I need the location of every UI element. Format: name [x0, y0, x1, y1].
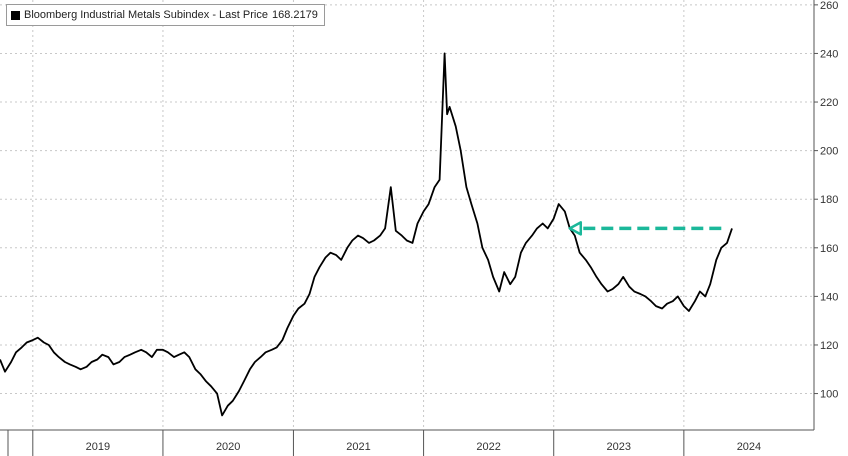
y-tick-label: 160: [820, 243, 838, 255]
legend-value: 168.2179: [271, 9, 318, 21]
y-tick-label: 200: [820, 146, 838, 158]
y-tick-label: 100: [820, 389, 838, 401]
annotation-arrowhead: [568, 221, 583, 236]
legend: Bloomberg Industrial Metals Subindex - L…: [6, 4, 325, 26]
legend-label: Bloomberg Industrial Metals Subindex - L…: [24, 9, 268, 21]
x-tick-label: 2024: [737, 441, 761, 453]
series-line: [0, 52, 733, 417]
x-tick-label: 2019: [86, 441, 110, 453]
y-tick-label: 120: [820, 340, 838, 352]
y-tick-label: 220: [820, 97, 838, 109]
x-tick-label: 2022: [476, 441, 500, 453]
y-tick-label: 260: [820, 0, 838, 12]
grid-layer: [0, 0, 814, 430]
legend-swatch: [11, 10, 20, 20]
y-tick-label: 240: [820, 48, 838, 60]
series-layer: [0, 52, 733, 417]
x-tick-label: 2021: [346, 441, 370, 453]
x-tick-label: 2023: [607, 441, 631, 453]
y-tick-label: 140: [820, 291, 838, 303]
x-tick-label: 2020: [216, 441, 240, 453]
annotation-layer: [568, 221, 722, 236]
y-tick-label: 180: [820, 194, 838, 206]
